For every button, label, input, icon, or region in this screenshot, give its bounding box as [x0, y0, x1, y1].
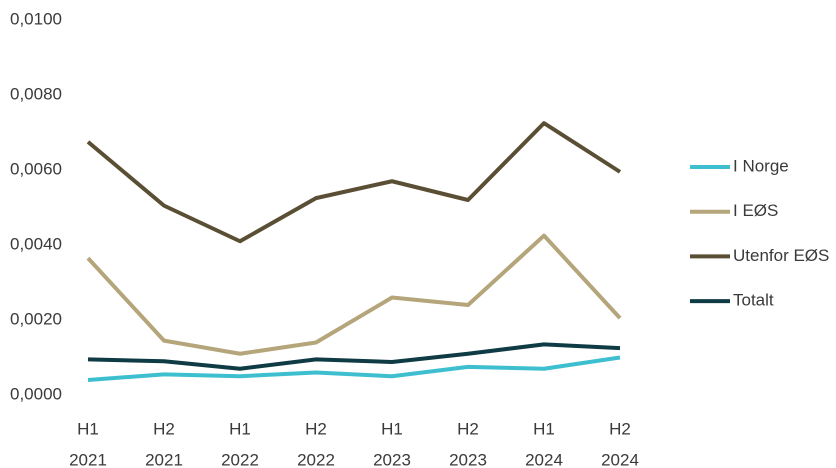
x-tick-label: 2022 — [221, 450, 259, 468]
x-tick-label: 2021 — [69, 450, 107, 468]
line — [86, 233, 622, 356]
x-tick-label: H1 — [381, 419, 403, 438]
line — [87, 342, 621, 371]
y-tick-label: 0,0100 — [10, 9, 62, 28]
y-tick-label: 0,0000 — [10, 384, 62, 403]
line — [87, 355, 621, 382]
x-tick-label: H2 — [153, 419, 175, 438]
x-tick-label: 2022 — [297, 450, 335, 468]
y-tick-label: 0,0040 — [10, 234, 62, 253]
y-tick-label: 0,0020 — [10, 309, 62, 328]
legend-label: I Norge — [733, 156, 789, 175]
x-tick-label: 2023 — [449, 450, 487, 468]
x-tick-label: H2 — [457, 419, 479, 438]
line — [86, 121, 622, 244]
legend-label: Totalt — [733, 291, 774, 310]
legend-label: I EØS — [733, 201, 778, 220]
x-tick-label: H1 — [533, 419, 555, 438]
x-tick-label: 2024 — [525, 450, 563, 468]
x-tick-label: H2 — [609, 419, 631, 438]
y-tick-label: 0,0080 — [10, 84, 62, 103]
x-tick-label: 2023 — [373, 450, 411, 468]
x-tick-label: H2 — [305, 419, 327, 438]
x-tick-label: 2024 — [601, 450, 639, 468]
y-tick-label: 0,0060 — [10, 159, 62, 178]
x-tick-label: 2021 — [145, 450, 183, 468]
x-tick-label: H1 — [229, 419, 251, 438]
x-tick-label: H1 — [77, 419, 99, 438]
legend-label: Utenfor EØS — [733, 246, 829, 265]
